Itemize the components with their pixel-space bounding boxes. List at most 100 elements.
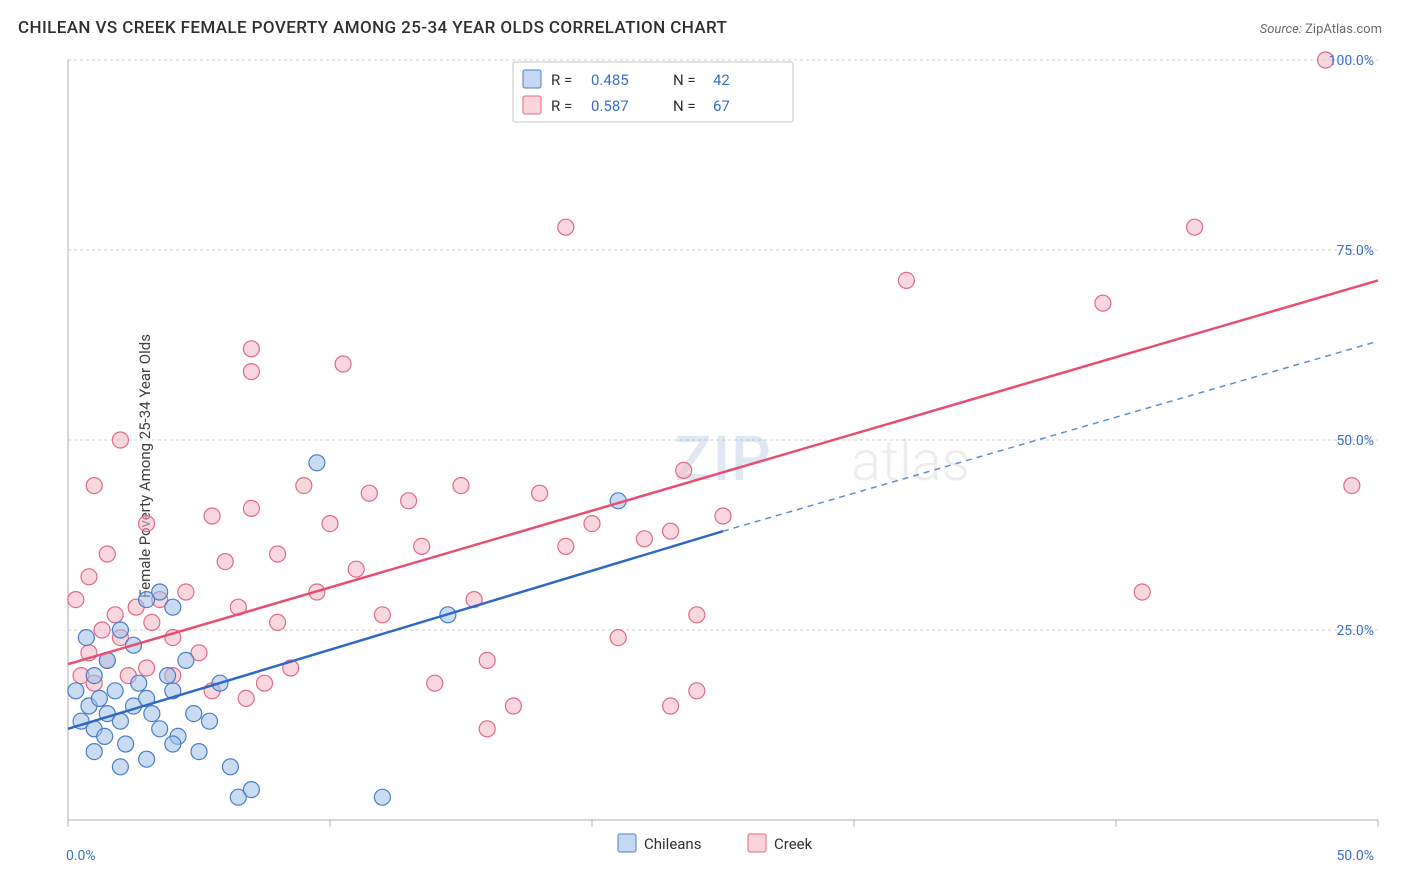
data-point <box>99 546 115 562</box>
data-point <box>610 630 626 646</box>
data-point <box>257 675 273 691</box>
source-label: Source: <box>1260 22 1302 37</box>
watermark-zip: ZIP <box>674 423 772 496</box>
r-value: 0.587 <box>591 97 629 115</box>
source-name: ZipAtlas.com <box>1305 22 1382 37</box>
scatter-plot-svg: ZIP atlas R =0.485N =42R =0.587N =67 25.… <box>58 50 1388 872</box>
data-point <box>165 736 181 752</box>
data-point <box>558 538 574 554</box>
data-point <box>97 728 113 744</box>
data-point <box>118 736 134 752</box>
legend-swatch <box>523 70 541 88</box>
data-point <box>374 607 390 623</box>
n-value: 67 <box>713 97 730 115</box>
data-point <box>689 683 705 699</box>
data-point <box>270 546 286 562</box>
data-point <box>584 516 600 532</box>
data-point <box>374 789 390 805</box>
data-point <box>178 584 194 600</box>
data-point <box>107 683 123 699</box>
svg-text:0.0%: 0.0% <box>66 848 96 864</box>
data-point <box>414 538 430 554</box>
data-point <box>131 675 147 691</box>
data-point <box>898 272 914 288</box>
data-point <box>68 592 84 608</box>
data-point <box>453 478 469 494</box>
data-point <box>204 508 220 524</box>
data-point <box>112 432 128 448</box>
data-point <box>532 485 548 501</box>
legend-swatch <box>748 834 766 852</box>
watermark-atlas: atlas <box>851 428 970 494</box>
data-point <box>86 668 102 684</box>
data-point <box>78 630 94 646</box>
data-point <box>558 219 574 235</box>
data-point <box>165 599 181 615</box>
data-point <box>94 622 110 638</box>
data-point <box>322 516 338 532</box>
svg-text:R =: R = <box>551 71 572 89</box>
chart-title: CHILEAN VS CREEK FEMALE POVERTY AMONG 25… <box>18 18 727 38</box>
legend-swatch <box>618 834 636 852</box>
series-legend: Chileans Creek <box>618 834 813 853</box>
data-point <box>238 690 254 706</box>
series-creek-points <box>68 52 1360 737</box>
data-point <box>1134 584 1150 600</box>
data-point <box>222 759 238 775</box>
data-point <box>689 607 705 623</box>
trend-lines <box>68 280 1378 728</box>
data-point <box>1187 219 1203 235</box>
data-point <box>348 561 364 577</box>
gridlines <box>68 60 1378 630</box>
data-point <box>112 622 128 638</box>
svg-text:50.0%: 50.0% <box>1336 848 1374 864</box>
data-point <box>191 744 207 760</box>
svg-text:50.0%: 50.0% <box>1336 433 1374 449</box>
data-point <box>81 569 97 585</box>
data-point <box>401 493 417 509</box>
trend-line-creek <box>68 280 1378 664</box>
trend-line-chileans-extrapolated <box>723 341 1378 531</box>
stats-legend: R =0.485N =42R =0.587N =67 <box>513 62 793 122</box>
data-point <box>152 584 168 600</box>
data-point <box>178 652 194 668</box>
data-point <box>217 554 233 570</box>
legend-label: Creek <box>774 835 813 853</box>
data-point <box>479 721 495 737</box>
data-point <box>636 531 652 547</box>
data-point <box>715 508 731 524</box>
data-point <box>152 721 168 737</box>
data-point <box>505 698 521 714</box>
data-point <box>186 706 202 722</box>
data-point <box>361 485 377 501</box>
svg-text:75.0%: 75.0% <box>1336 243 1374 259</box>
source-attribution: Source: ZipAtlas.com <box>1260 22 1382 37</box>
data-point <box>160 668 176 684</box>
data-point <box>68 683 84 699</box>
svg-text:25.0%: 25.0% <box>1336 623 1374 639</box>
data-point <box>663 523 679 539</box>
data-point <box>243 364 259 380</box>
r-value: 0.485 <box>591 71 629 89</box>
data-point <box>86 478 102 494</box>
data-point <box>479 652 495 668</box>
data-point <box>676 462 692 478</box>
data-point <box>243 782 259 798</box>
data-point <box>139 660 155 676</box>
data-point <box>1344 478 1360 494</box>
n-value: 42 <box>713 71 730 89</box>
data-point <box>144 706 160 722</box>
data-point <box>243 500 259 516</box>
data-point <box>201 713 217 729</box>
data-point <box>427 675 443 691</box>
data-point <box>107 607 123 623</box>
legend-label: Chileans <box>644 835 701 853</box>
data-point <box>139 516 155 532</box>
header-row: CHILEAN VS CREEK FEMALE POVERTY AMONG 25… <box>0 0 1406 46</box>
data-point <box>86 744 102 760</box>
data-point <box>139 751 155 767</box>
data-point <box>1095 295 1111 311</box>
data-point <box>663 698 679 714</box>
svg-text:N =: N = <box>673 71 696 89</box>
data-point <box>112 759 128 775</box>
